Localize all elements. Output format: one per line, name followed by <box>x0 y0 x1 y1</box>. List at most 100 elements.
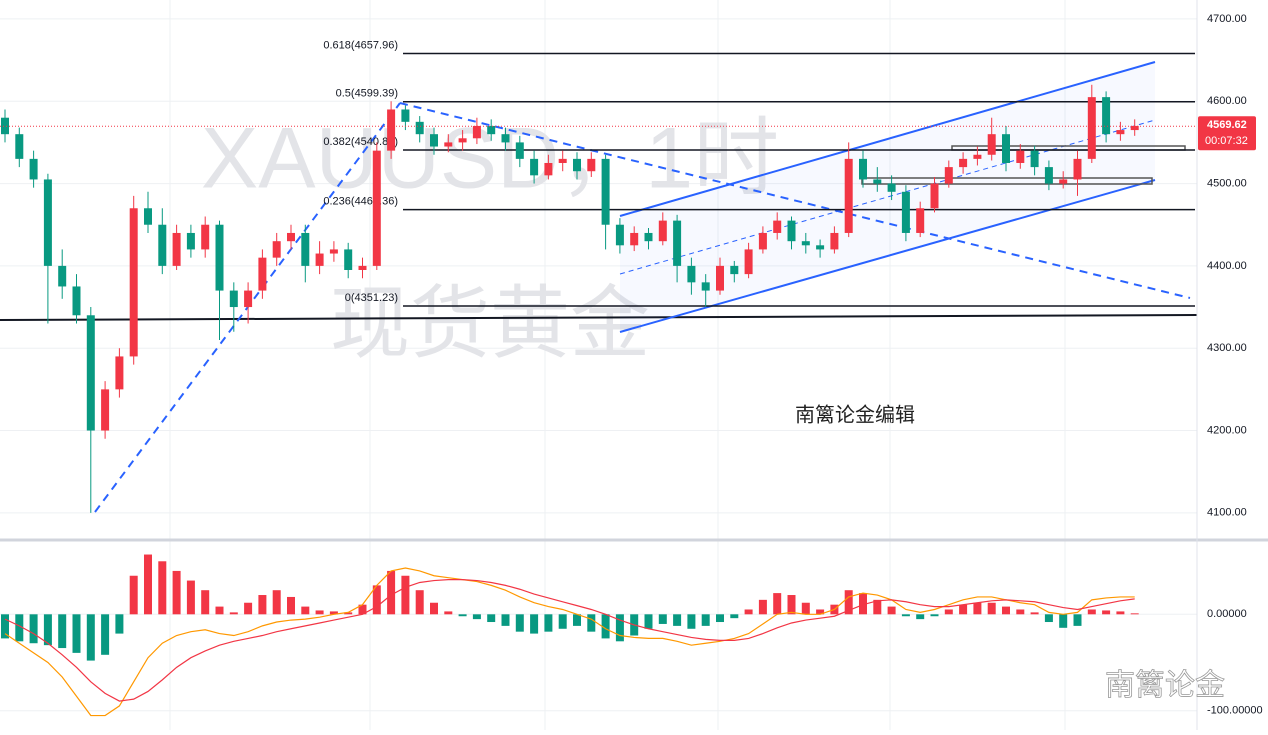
macd-bar <box>430 602 438 615</box>
candle-body <box>101 389 110 431</box>
macd-bar <box>258 595 267 615</box>
trend-line <box>399 102 1191 299</box>
macd-bar <box>29 614 38 644</box>
macd-bar <box>72 614 81 653</box>
candle-body <box>301 232 310 266</box>
macd-bar <box>344 612 353 615</box>
trend-line <box>94 102 401 513</box>
candle-body <box>258 257 267 291</box>
candle-body <box>816 245 825 250</box>
candle-body <box>744 249 753 275</box>
candle-body <box>329 249 338 254</box>
candle-body <box>487 125 496 135</box>
candle-body <box>944 167 953 184</box>
channel-line <box>619 61 1156 217</box>
candle-body <box>630 232 639 246</box>
macd-bar <box>1102 610 1111 615</box>
candle-body <box>129 208 138 357</box>
macd-bar <box>744 609 753 615</box>
candle-body <box>458 138 467 143</box>
macd-bar <box>1030 612 1039 615</box>
annotation: 南篱论金编辑 <box>795 403 915 426</box>
macd-bar <box>101 614 110 655</box>
macd-bar <box>201 590 210 615</box>
fib-label: 0.382(4540.83) <box>323 136 398 148</box>
macd-bar <box>687 614 696 629</box>
candle-body <box>515 142 524 159</box>
macd-bar <box>144 554 152 615</box>
macd-bar <box>472 614 481 620</box>
macd-bar <box>244 602 253 615</box>
channel-fill <box>620 62 1155 332</box>
macd-bar <box>58 614 67 649</box>
macd-bar <box>1073 614 1082 626</box>
candle-body <box>430 134 438 147</box>
macd-bar <box>229 612 238 615</box>
fib-label: 0(4351.23) <box>345 292 398 304</box>
price-tag <box>1198 116 1256 151</box>
macd-bar <box>186 580 195 615</box>
candle-body <box>859 158 867 180</box>
macd-bar <box>129 575 138 615</box>
macd-bar <box>916 614 925 620</box>
macd-bar <box>701 614 710 626</box>
candle-body <box>830 232 839 250</box>
candle-body <box>558 158 567 163</box>
macd-bar <box>573 614 581 626</box>
macd-bar <box>615 614 624 642</box>
y-tick-label: 4600.00 <box>1207 95 1247 107</box>
macd-bar <box>86 614 95 661</box>
candle-body <box>930 183 939 209</box>
candle-body <box>530 158 539 176</box>
y-tick-label: 4500.00 <box>1207 177 1247 189</box>
macd-bar <box>1016 609 1025 615</box>
macd-bar <box>158 561 167 615</box>
candle-body <box>773 220 782 233</box>
candle-body <box>1130 125 1139 131</box>
macd-bar <box>415 590 424 615</box>
macd-bar <box>172 570 181 615</box>
candle-body <box>58 265 67 287</box>
candle-body <box>415 121 424 135</box>
y-tick-label: 4100.00 <box>1207 507 1247 519</box>
macd-bar <box>215 606 224 615</box>
candle-body <box>401 109 410 122</box>
macd-bar <box>544 614 553 632</box>
macd-bar <box>487 614 496 623</box>
candle-body <box>959 158 968 168</box>
macd-bar <box>15 614 24 642</box>
candle-body <box>1059 179 1068 184</box>
candle-body <box>358 265 367 270</box>
candle-body <box>873 179 882 184</box>
candle-body <box>186 232 195 250</box>
candle-body <box>86 315 95 431</box>
macd-bar <box>730 614 739 619</box>
macd-bar <box>644 614 653 629</box>
macd-bar <box>372 585 381 615</box>
candle-body <box>501 134 510 143</box>
zone-box <box>861 177 1153 185</box>
macd-bar <box>1044 614 1053 623</box>
candle-body <box>587 158 596 172</box>
macd-bar <box>987 602 996 615</box>
candle-body <box>973 154 982 159</box>
candle-body <box>758 232 767 250</box>
candle-body <box>901 191 910 233</box>
candle-body <box>272 241 281 258</box>
candle-body <box>158 224 167 266</box>
macd-bar <box>658 614 667 624</box>
candle-body <box>844 158 853 233</box>
candle-body <box>644 232 653 242</box>
macd-bar <box>1 614 9 639</box>
macd-bar <box>501 614 510 626</box>
macd-bar <box>673 614 682 626</box>
fib-label: 0.5(4599.39) <box>336 88 398 100</box>
macd-bar <box>816 609 825 615</box>
candle-body <box>244 290 253 308</box>
candle-body <box>15 134 24 159</box>
candle-body <box>1030 150 1039 168</box>
candle-body <box>287 232 295 242</box>
macd-bar <box>515 614 524 632</box>
candle-body <box>887 183 896 192</box>
